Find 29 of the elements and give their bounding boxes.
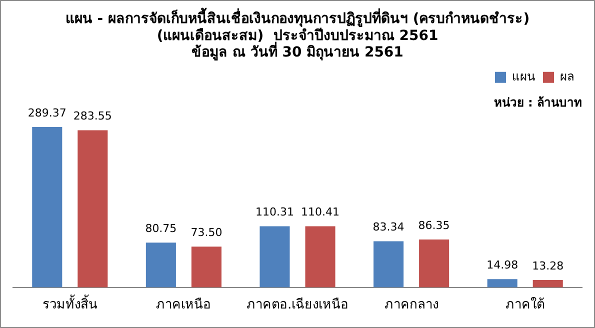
data-label: 73.50 — [190, 226, 222, 240]
data-label: 83.34 — [372, 220, 404, 234]
data-label: 86.35 — [418, 218, 450, 232]
x-tick-label: ภาคกลาง — [384, 298, 438, 313]
bar — [32, 127, 62, 288]
bar — [260, 226, 290, 288]
legend-label: แผน — [512, 70, 535, 84]
chart-title: แผน - ผลการจัดเก็บหนี้สินเชื่อเงินกองทุนการปฏิรูปที่ดินฯ (ครบกำหนดชำระ) (แผนเดือนสะสม) ประจำปีงบประมาณ 2561 ข้อมูล ณ วันที่ 30 มิถุนายน 2561 — [65, 7, 530, 61]
data-label: 14.98 — [486, 258, 518, 272]
data-label: 110.41 — [301, 206, 340, 219]
x-tick-label: ภาคตอ.เฉียงเหนือ — [246, 296, 349, 313]
data-label: 110.31 — [255, 206, 294, 219]
bar — [78, 130, 108, 288]
x-tick-label: ภาคใต้ — [506, 296, 545, 313]
data-label: 80.75 — [145, 222, 177, 235]
legend-label: ผล — [560, 70, 574, 84]
bar — [419, 240, 450, 288]
bar — [532, 280, 563, 288]
bar — [191, 246, 222, 288]
x-tick-label: รวมทั้งสิ้น — [42, 294, 98, 313]
text: หน่วย : ล้านบาท — [494, 96, 582, 110]
bar — [146, 242, 176, 288]
data-label: 283.55 — [73, 110, 112, 123]
bar — [487, 279, 518, 288]
x-tick-label: ภาคเหนือ — [156, 296, 212, 313]
bar — [305, 226, 336, 288]
data-label: 13.28 — [532, 259, 564, 272]
bar — [374, 241, 404, 288]
data-label: 289.37 — [28, 106, 66, 120]
